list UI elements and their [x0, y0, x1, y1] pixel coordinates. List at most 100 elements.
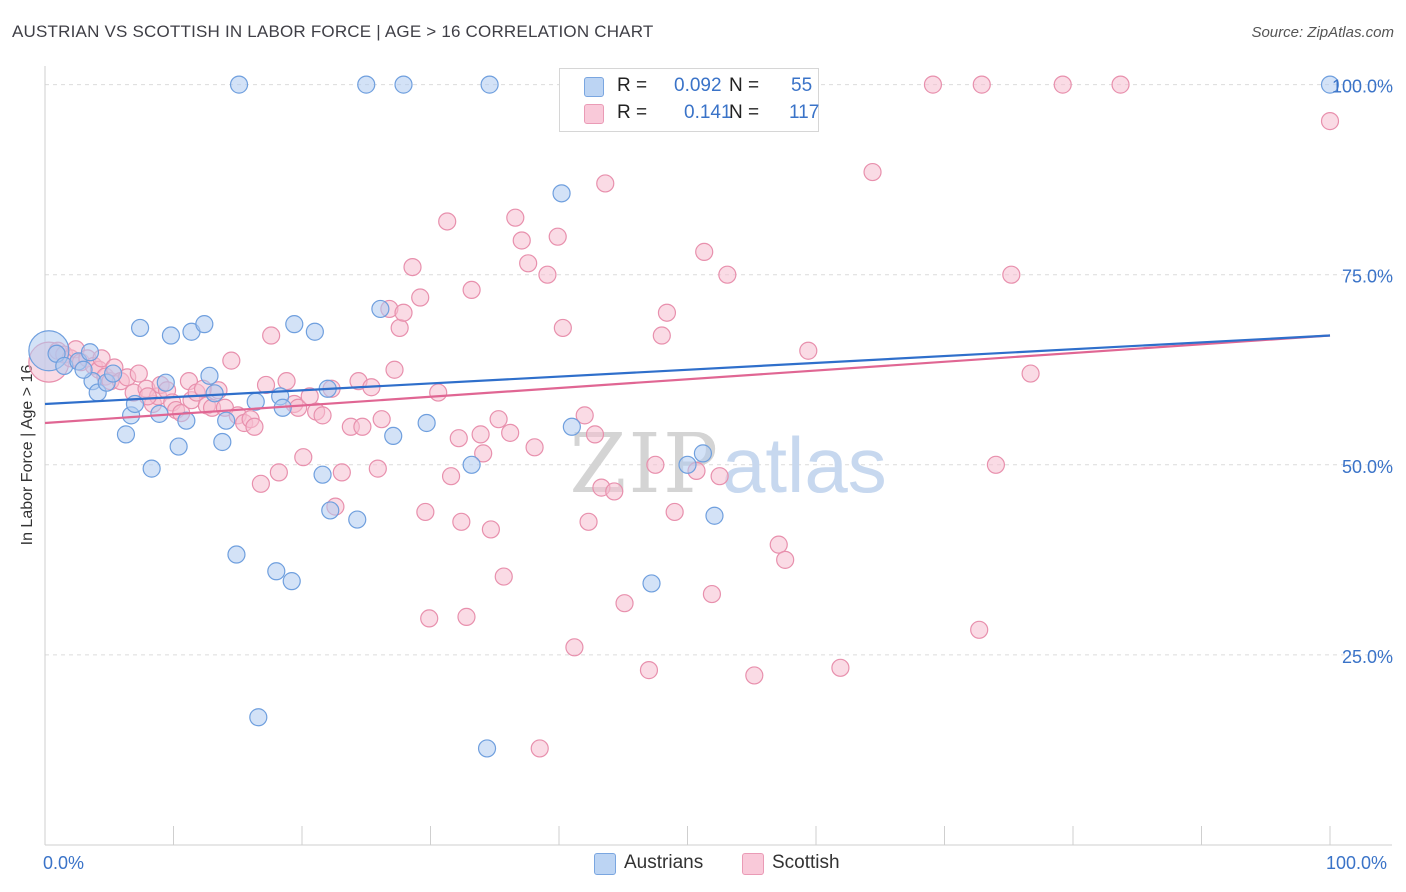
point-scottish [262, 326, 281, 345]
point-scottish [657, 303, 677, 322]
r-value-austrians: 0.092 [674, 75, 722, 96]
y-tick-label: 50.0% [1342, 457, 1393, 477]
point-scottish [710, 467, 729, 486]
point-scottish [538, 265, 557, 284]
point-scottish [429, 383, 448, 402]
point-austrians [305, 322, 324, 341]
point-scottish [776, 550, 795, 569]
austrians-points [28, 75, 1340, 758]
trend-lines [44, 334, 1331, 425]
r-label: R = [617, 75, 648, 96]
point-scottish [525, 438, 544, 457]
x-tick-min: 0.0% [43, 853, 85, 873]
point-scottish [512, 231, 531, 250]
point-scottish [799, 341, 818, 360]
point-scottish [457, 607, 476, 626]
point-scottish [222, 351, 241, 370]
r-value-scottish: 0.141 [684, 102, 732, 123]
point-austrians [417, 413, 436, 433]
point-scottish [251, 474, 270, 493]
point-scottish [1053, 75, 1072, 94]
point-scottish [385, 360, 404, 379]
point-austrians [104, 364, 123, 383]
n-value-austrians: 55 [791, 75, 813, 96]
point-austrians [371, 299, 390, 319]
y-tick-label: 100.0% [1332, 77, 1393, 97]
point-scottish [575, 406, 594, 425]
point-scottish [519, 254, 538, 273]
point-scottish [646, 455, 665, 474]
point-austrians [313, 465, 332, 484]
austrians-swatch [584, 77, 604, 97]
point-scottish [403, 257, 422, 277]
point-austrians [357, 75, 376, 94]
chart-title: AUSTRIAN VS SCOTTISH IN LABOR FORCE | AG… [12, 22, 654, 41]
point-austrians [227, 545, 246, 564]
point-scottish [294, 448, 313, 467]
point-austrians [177, 411, 196, 430]
point-scottish [449, 429, 468, 448]
point-scottish [923, 75, 943, 94]
point-scottish [863, 162, 882, 182]
point-scottish [831, 658, 850, 677]
point-scottish [411, 288, 430, 307]
point-austrians [348, 510, 367, 529]
point-austrians [195, 315, 214, 334]
point-austrians [217, 411, 236, 430]
point-scottish [1021, 364, 1040, 383]
point-austrians [678, 455, 697, 474]
point-scottish [702, 584, 722, 604]
point-scottish [332, 463, 351, 482]
point-scottish [579, 512, 598, 531]
trend-line-austrians [44, 334, 1331, 406]
point-scottish [438, 212, 457, 231]
point-scottish [368, 459, 387, 478]
gridlines [45, 84, 1392, 656]
point-scottish [313, 406, 332, 425]
point-austrians [480, 75, 499, 94]
scottish-swatch [584, 104, 604, 124]
n-label: N = [729, 102, 760, 123]
point-scottish [718, 265, 737, 284]
point-scottish [256, 375, 276, 395]
x-tick-max: 100.0% [1326, 853, 1388, 873]
y-tick-label: 25.0% [1342, 647, 1393, 667]
point-scottish [506, 208, 525, 227]
point-scottish [652, 326, 671, 345]
point-scottish [972, 75, 991, 94]
point-scottish [695, 242, 714, 261]
point-austrians [169, 437, 188, 456]
y-tick-labels: 25.0% 50.0% 75.0% 100.0% [1332, 77, 1393, 667]
legend-label-austrians: Austrians [624, 852, 704, 873]
point-austrians [142, 459, 161, 478]
point-austrians [321, 501, 340, 520]
point-scottish [353, 417, 372, 436]
point-scottish [665, 502, 684, 522]
point-scottish [474, 444, 493, 463]
point-scottish [615, 594, 634, 613]
point-scottish [530, 739, 549, 758]
watermark-atlas: atlas [722, 421, 887, 509]
point-scottish [452, 512, 471, 531]
point-scottish [970, 620, 989, 639]
point-austrians [282, 572, 301, 591]
point-austrians [562, 417, 581, 436]
point-scottish [548, 227, 567, 246]
point-austrians [213, 432, 232, 452]
source-note: Source: ZipAtlas.com [1251, 24, 1394, 41]
point-austrians [642, 574, 661, 593]
point-scottish [565, 638, 584, 657]
point-austrians [477, 739, 497, 758]
point-scottish [277, 372, 296, 391]
point-austrians [285, 315, 304, 334]
point-scottish [481, 520, 500, 539]
point-scottish [441, 467, 461, 486]
point-scottish [986, 455, 1006, 474]
point-scottish [1320, 112, 1340, 131]
point-scottish [596, 174, 615, 193]
point-scottish [390, 318, 409, 338]
point-scottish [501, 423, 520, 442]
point-austrians [552, 184, 571, 203]
point-scottish [462, 280, 481, 300]
point-austrians [200, 366, 219, 385]
